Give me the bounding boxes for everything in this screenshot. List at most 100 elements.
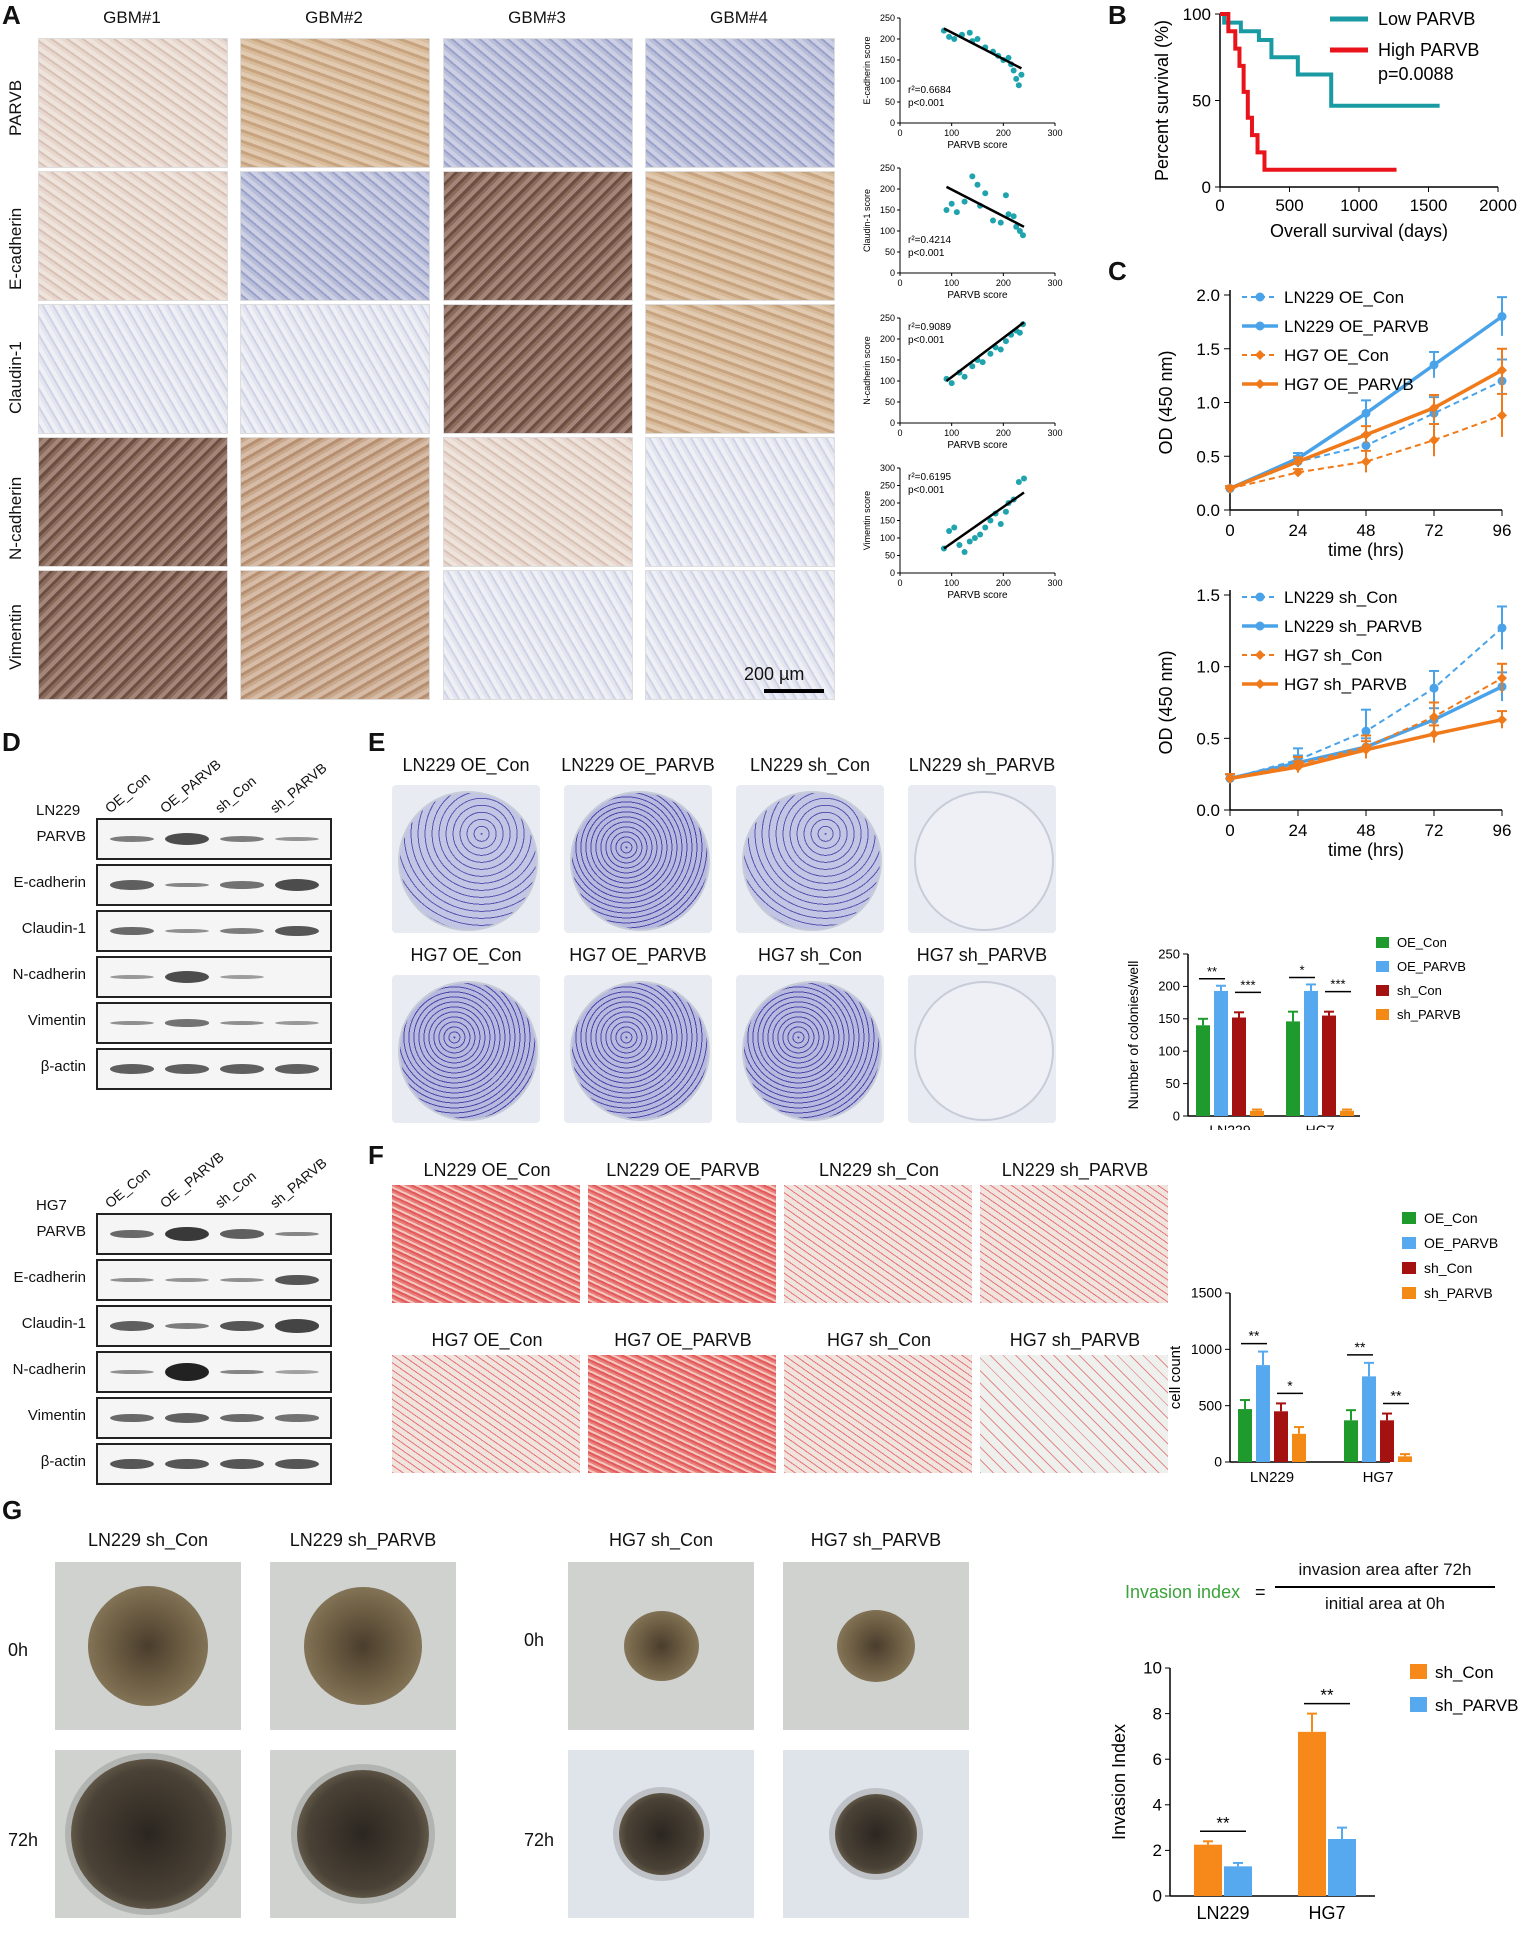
x-tick-label: HG7 xyxy=(1363,1469,1394,1486)
legend-swatch xyxy=(1402,1262,1416,1274)
legend-label: HG7 OE_PARVB xyxy=(1284,375,1414,394)
plate-label: HG7 OE_Con xyxy=(410,945,522,965)
legend-label: HG7 sh_Con xyxy=(1284,646,1382,665)
petri-dish xyxy=(398,791,538,931)
blot-lane-label: OE_Con xyxy=(101,769,154,816)
y-tick-label: 2.0 xyxy=(1196,286,1220,305)
blot-band xyxy=(110,1370,154,1374)
blot-band xyxy=(165,971,209,983)
petri-dish xyxy=(570,791,710,931)
bar xyxy=(1340,1110,1354,1116)
scatter-point xyxy=(982,190,989,197)
scatter-point xyxy=(961,373,968,380)
bar xyxy=(1328,1839,1356,1896)
growth-chart-oe: 0.0 0.5 1.0 1.5 2.0 0 24 48 72 96 time (hrs) OD (45… xyxy=(1156,286,1511,560)
legend-label: OE_PARVB xyxy=(1397,959,1466,974)
x-tick-label: 1500 xyxy=(1410,196,1448,215)
colony-bar-chart: 0 50 100 150 200 250 Number of colonies/well LN… xyxy=(1125,935,1466,1130)
formula-denominator: initial area at 0h xyxy=(1324,1594,1446,1613)
ihc-image xyxy=(38,304,228,434)
blot-band xyxy=(110,1229,154,1239)
legend-swatch xyxy=(1376,961,1389,972)
ihc-image xyxy=(443,437,633,567)
bar xyxy=(1250,1110,1264,1116)
legend-label: HG7 OE_Con xyxy=(1284,346,1389,365)
blot-lane-label: OE_Con xyxy=(101,1164,154,1211)
scatter-point xyxy=(948,200,955,207)
x-tick-label: 100 xyxy=(944,578,959,588)
blot-band xyxy=(110,1413,154,1423)
blot-band xyxy=(275,1370,319,1374)
y-tick-label: 500 xyxy=(1199,1397,1223,1413)
ihc-image xyxy=(443,570,633,700)
data-point xyxy=(1429,729,1439,740)
transwell-image xyxy=(784,1355,972,1473)
survival-line-high xyxy=(1220,12,1397,172)
y-tick-label: 150 xyxy=(1158,1011,1180,1026)
x-tick-label: 72 xyxy=(1425,521,1444,540)
r-squared-label: r²=0.4214 xyxy=(908,235,952,246)
legend-swatch xyxy=(1376,937,1389,948)
blot-band xyxy=(165,1458,209,1470)
bar xyxy=(1238,1409,1252,1462)
spheroid xyxy=(618,1793,704,1875)
regression-line xyxy=(943,491,1025,550)
spheroid xyxy=(835,1794,917,1874)
x-tick-label: 200 xyxy=(996,278,1011,288)
spheroid-col-label: HG7 sh_Con xyxy=(608,1530,714,1550)
blot-strip xyxy=(96,1259,332,1301)
scatter-point xyxy=(943,207,950,213)
regression-line xyxy=(945,185,1025,228)
formula-lhs: Invasion index xyxy=(1125,1582,1241,1602)
legend-swatch xyxy=(1402,1212,1416,1224)
transwell-image xyxy=(392,1355,580,1473)
x-axis-label: PARVB score xyxy=(947,440,1008,451)
legend-label: sh_PARVB xyxy=(1424,1285,1493,1301)
transwell-label: HG7 sh_Con xyxy=(826,1330,932,1350)
ihc-row-label: E-cadherin xyxy=(6,207,25,290)
legend-marker xyxy=(1255,592,1265,602)
spheroid-image xyxy=(568,1562,754,1730)
spheroid-image xyxy=(55,1562,241,1730)
x-tick-label: HG7 xyxy=(1308,1903,1345,1923)
scatter-point xyxy=(969,363,976,370)
ihc-image xyxy=(645,570,835,700)
panel-label-a: A xyxy=(2,0,21,30)
blot-band xyxy=(110,1064,154,1074)
spheroid xyxy=(623,1611,699,1681)
transwell-label: HG7 OE_PARVB xyxy=(614,1330,752,1350)
legend-label: sh_PARVB xyxy=(1397,1007,1461,1022)
panel-a-scatter-plots: 0 50 100 150 200 250 0 100 200 300 PARVB score E-ca… xyxy=(862,13,1063,601)
data-point xyxy=(1361,744,1371,755)
p-value-label: p=0.0088 xyxy=(1378,64,1454,84)
legend-label: sh_Con xyxy=(1424,1260,1472,1276)
regression-line xyxy=(945,321,1025,382)
plate-label: HG7 sh_PARVB xyxy=(916,945,1048,965)
x-tick-label: 0 xyxy=(897,578,902,588)
legend-swatch xyxy=(1402,1287,1416,1299)
plate-label: HG7 OE_PARVB xyxy=(569,945,707,965)
scatter-point xyxy=(971,535,978,541)
scatter-point xyxy=(982,524,989,531)
blot-band xyxy=(275,1414,319,1422)
significance-label: * xyxy=(1287,1377,1293,1393)
y-tick-label: 1.0 xyxy=(1196,658,1220,677)
panel-label-f: F xyxy=(368,1140,384,1170)
x-tick-label: 0 xyxy=(897,128,902,138)
y-tick-label: 0 xyxy=(890,268,895,278)
legend-label: LN229 OE_PARVB xyxy=(1284,317,1429,336)
transwell-label: HG7 sh_PARVB xyxy=(1009,1330,1141,1350)
y-tick-label: 250 xyxy=(880,313,895,323)
legend-label-high: High PARVB xyxy=(1378,40,1479,60)
spheroid-row-label: 72h xyxy=(8,1830,39,1850)
data-point xyxy=(1225,773,1235,784)
ihc-col-header: GBM#3 xyxy=(508,8,566,27)
series-line xyxy=(1229,414,1503,490)
r-squared-label: r²=0.6684 xyxy=(908,85,952,96)
blot-strip xyxy=(96,1213,332,1255)
legend-marker xyxy=(1255,292,1265,302)
blot-cell-line: LN229 xyxy=(36,802,81,819)
ihc-col-header: GBM#4 xyxy=(710,8,768,27)
colony-plate xyxy=(392,785,540,933)
x-tick-label: 48 xyxy=(1357,821,1376,840)
